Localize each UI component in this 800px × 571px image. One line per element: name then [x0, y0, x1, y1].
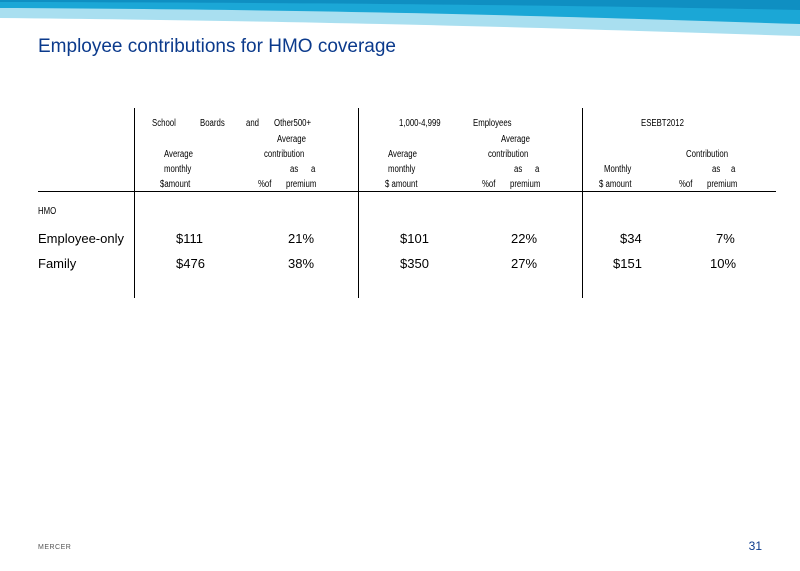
subheader: premium	[510, 179, 541, 190]
table-cell: 38%	[288, 256, 315, 271]
subheader: Average	[388, 149, 417, 160]
table-cell: 10%	[710, 256, 737, 271]
section-label-hmo: HMO	[38, 206, 57, 217]
group-label: School	[152, 118, 176, 129]
page-number: 31	[748, 539, 762, 553]
table-cell: 22%	[511, 231, 538, 246]
subheader: as	[514, 164, 523, 175]
table-cell: $350	[400, 256, 429, 271]
subheader: %of	[679, 179, 693, 190]
subheader: contribution	[488, 149, 529, 160]
table-cell: $476	[176, 256, 205, 271]
group-label: and	[246, 118, 260, 129]
slide-title: Employee contributions for HMO coverage	[38, 36, 396, 57]
subheader: $amount	[160, 179, 191, 190]
table-divider-3	[582, 108, 583, 298]
subheader: %of	[258, 179, 272, 190]
subheader: monthly	[388, 164, 416, 175]
row-label: Family	[38, 256, 77, 271]
subheader: as	[290, 164, 299, 175]
group-label: ESEBT2012	[641, 118, 684, 129]
table-cell: 27%	[511, 256, 538, 271]
table-cell: $34	[620, 231, 642, 246]
group-label: 1,000-4,999	[399, 118, 441, 129]
mercer-logo: MERCER	[38, 544, 72, 551]
table-divider-2	[358, 108, 359, 298]
subheader: a	[535, 164, 540, 175]
subheader: premium	[707, 179, 738, 190]
subheader: %of	[482, 179, 496, 190]
subheader: as	[712, 164, 721, 175]
table-cell: $111	[176, 231, 203, 246]
subheader: a	[311, 164, 316, 175]
group-label: Boards	[200, 118, 225, 129]
table-divider-1	[134, 108, 135, 298]
header-wave-banner	[0, 0, 800, 36]
header-underline	[38, 191, 776, 192]
table-cell: 7%	[716, 231, 735, 246]
subheader: Average	[501, 134, 530, 145]
subheader: $ amount	[599, 179, 632, 190]
subheader: Contribution	[686, 149, 729, 160]
row-label: Employee-only	[38, 231, 124, 246]
table-cell: $101	[400, 231, 429, 246]
subheader: premium	[286, 179, 317, 190]
table-cell: $151	[613, 256, 642, 271]
table-cell: 21%	[288, 231, 315, 246]
subheader: Average	[277, 134, 306, 145]
subheader: Monthly	[604, 164, 632, 175]
subheader: contribution	[264, 149, 305, 160]
subheader: Average	[164, 149, 193, 160]
subheader: monthly	[164, 164, 192, 175]
group-label: Other500+	[274, 118, 312, 129]
group-label: Employees	[473, 118, 512, 129]
subheader: a	[731, 164, 736, 175]
subheader: $ amount	[385, 179, 418, 190]
